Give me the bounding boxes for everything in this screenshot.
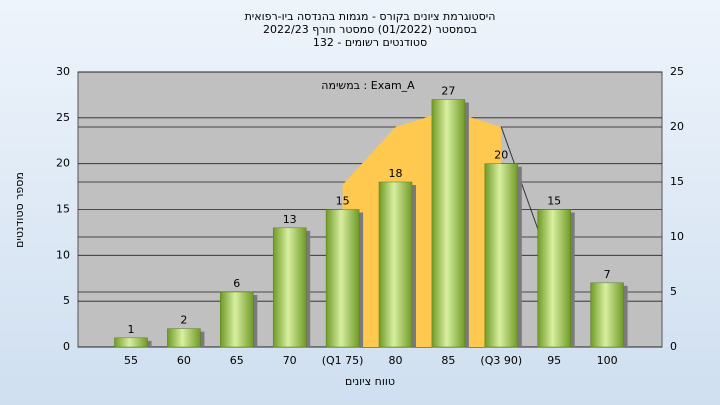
x-tick-label: 85 [441,354,455,367]
y2-tick-label: 10 [670,230,684,243]
x-tick-label: 60 [177,354,191,367]
x-tick-label: 100 [597,354,618,367]
bar [590,282,624,348]
y-tick-label: 10 [56,248,70,261]
x-tick-label: 95 [547,354,561,367]
bar [378,181,413,348]
bar [114,337,148,348]
bar [220,291,254,348]
bar [272,227,307,348]
y-tick-label: 30 [56,65,70,78]
x-tick-label: 65 [230,354,244,367]
value-label: 6 [233,277,240,290]
title-line: היסטוגרמת ציונים בקורס - מגמות בהנדסה בי… [245,10,496,23]
y-tick-label: 5 [63,294,70,307]
value-label: 1 [128,323,135,336]
x-tick-label: (Q1 75) [322,354,364,367]
x-tick-label: 55 [124,354,138,367]
title-line: סטודנטים רשומים - 132 [313,36,427,49]
y-tick-label: 20 [56,157,70,170]
value-label: 20 [494,149,508,162]
value-label: 13 [283,213,297,226]
y-tick-label: 15 [56,203,70,216]
y2-tick-label: 5 [670,285,677,298]
y2-tick-label: 25 [670,65,684,78]
title-line: בסמסטר (01/2022) סמסטר חורף 2022/23 [263,23,477,36]
y-axis-label: מספר סטודנטים [13,172,26,248]
value-label: 18 [389,167,403,180]
bar [484,163,519,348]
value-label: 2 [180,314,187,327]
y2-tick-label: 20 [670,120,684,133]
value-label: 27 [441,85,455,98]
y2-tick-label: 0 [670,340,677,353]
value-label: 15 [547,195,561,208]
x-axis-label: טווח ציונים [345,375,395,388]
bar [431,99,466,348]
y-tick-label: 0 [63,340,70,353]
annotation: במשימה : Exam_A [321,79,415,92]
x-tick-label: 80 [389,354,403,367]
bar [325,209,360,348]
value-label: 7 [604,268,611,281]
bar [537,209,571,348]
x-tick-label: 70 [283,354,297,367]
y-tick-label: 25 [56,111,70,124]
value-label: 15 [336,195,350,208]
x-tick-label: (Q3 90) [480,354,522,367]
y2-tick-label: 15 [670,175,684,188]
bar [167,328,201,348]
